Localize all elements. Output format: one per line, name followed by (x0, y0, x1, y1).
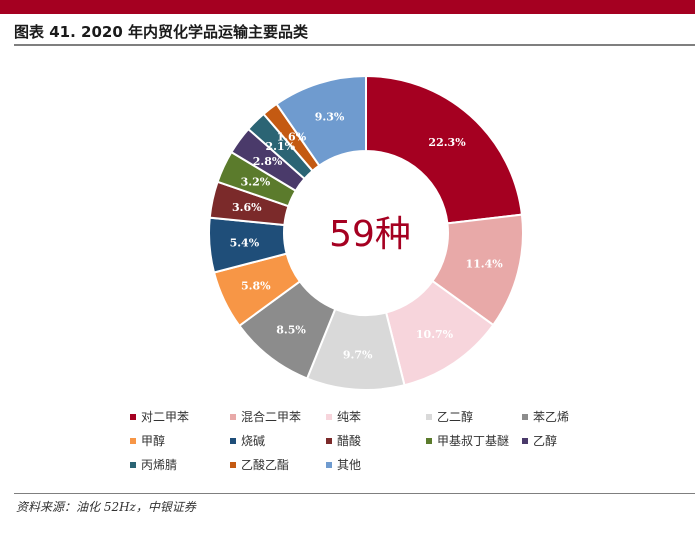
legend-item-5: 苯乙烯 (522, 408, 569, 425)
legend-label: 丙烯腈 (141, 458, 178, 472)
legend-item-7: 烧碱 (230, 432, 265, 449)
legend-swatch (326, 461, 332, 468)
legend-swatch (230, 437, 236, 444)
legend-label: 混合二甲苯 (241, 410, 302, 424)
top-accent-bar (0, 0, 695, 14)
source-note: 资料来源：油化 52Hz，中银证券 (16, 500, 196, 514)
legend-swatch (522, 413, 528, 420)
legend-swatch (230, 461, 236, 468)
legend-item-4: 乙二醇 (426, 408, 473, 425)
legend-item-8: 醋酸 (326, 432, 361, 449)
title-divider (14, 44, 695, 46)
legend-item-3: 纯苯 (326, 408, 361, 425)
legend-item-11: 丙烯腈 (130, 456, 177, 473)
legend-item-10: 乙醇 (522, 432, 557, 449)
legend-swatch (130, 461, 136, 468)
legend-swatch (326, 437, 332, 444)
slice-label-10: 2.8% (253, 155, 283, 168)
legend-label: 苯乙烯 (533, 410, 570, 424)
slice-label-9: 3.2% (241, 175, 271, 188)
slice-label-1: 22.3% (428, 136, 466, 149)
legend-item-13: 其他 (326, 456, 361, 473)
legend-swatch (426, 413, 432, 420)
legend-swatch (426, 437, 432, 444)
legend-label: 乙醇 (533, 434, 558, 448)
legend-swatch (522, 437, 528, 444)
legend-label: 甲基叔丁基醚 (437, 434, 510, 448)
slice-label-6: 5.8% (241, 279, 271, 292)
legend-item-6: 甲醇 (130, 432, 165, 449)
slice-1 (365, 74, 524, 225)
slice-label-7: 5.4% (230, 237, 260, 250)
slice-label-12: 1.6% (277, 130, 307, 143)
center-label: 59种 (329, 214, 411, 255)
donut-labels: 22.3% 11.4% 10.7% 9.7% 8.5% 5.8% 5.4% 3.6% 3.2% 2… (230, 111, 504, 362)
legend-label: 其他 (337, 458, 362, 472)
legend-swatch (130, 437, 136, 444)
slice-13 (275, 74, 367, 168)
slice-label-5: 8.5% (276, 323, 306, 336)
slice-label-4: 9.7% (343, 349, 373, 362)
slice-label-2: 11.4% (465, 258, 503, 271)
footer-divider (14, 493, 695, 494)
legend-item-1: 对二甲苯 (130, 408, 189, 425)
slice-label-11: 2.1% (266, 140, 296, 153)
legend-label: 纯苯 (337, 410, 362, 424)
legend-item-9: 甲基叔丁基醚 (426, 432, 509, 449)
legend-label: 醋酸 (337, 434, 362, 448)
legend-swatch (130, 413, 136, 420)
legend-label: 乙酸乙酯 (241, 458, 290, 472)
legend-label: 乙二醇 (437, 410, 474, 424)
legend-label: 对二甲苯 (141, 410, 190, 424)
slice-label-8: 3.6% (232, 201, 262, 214)
donut-chart: 22.3% 11.4% 10.7% 9.7% 8.5% 5.8% 5.4% 3.6% 3.2% 2… (208, 74, 524, 391)
legend-label: 烧碱 (241, 434, 266, 448)
legend-item-12: 乙酸乙酯 (230, 456, 289, 473)
figure-title: 图表 41. 2020 年内贸化学品运输主要品类 (14, 23, 308, 41)
legend-swatch (326, 413, 332, 420)
legend-item-2: 混合二甲苯 (230, 408, 301, 425)
donut-slices (208, 74, 524, 391)
legend-swatch (230, 413, 236, 420)
slice-label-3: 10.7% (416, 328, 454, 341)
slice-label-13: 9.3% (315, 111, 345, 124)
legend-label: 甲醇 (141, 434, 166, 448)
